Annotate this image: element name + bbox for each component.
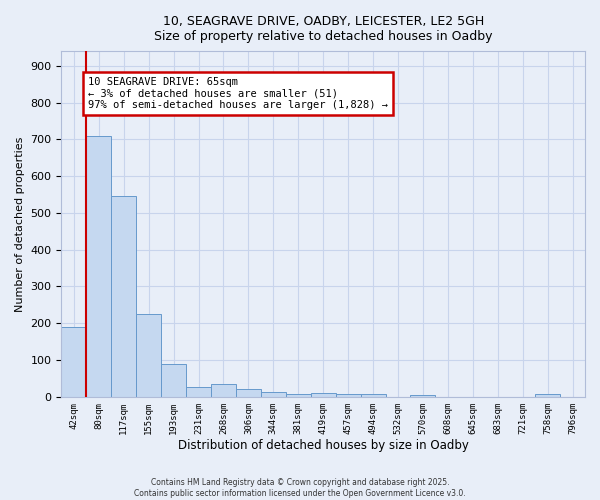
Bar xyxy=(86,136,111,397)
X-axis label: Distribution of detached houses by size in Oadby: Distribution of detached houses by size … xyxy=(178,440,469,452)
Bar xyxy=(535,394,560,397)
Bar xyxy=(286,394,311,397)
Title: 10, SEAGRAVE DRIVE, OADBY, LEICESTER, LE2 5GH
Size of property relative to detac: 10, SEAGRAVE DRIVE, OADBY, LEICESTER, LE… xyxy=(154,15,493,43)
Bar xyxy=(161,364,186,397)
Bar xyxy=(186,387,211,397)
Bar xyxy=(361,394,386,397)
Bar xyxy=(136,314,161,397)
Y-axis label: Number of detached properties: Number of detached properties xyxy=(15,136,25,312)
Bar xyxy=(211,384,236,397)
Bar xyxy=(311,393,335,397)
Bar xyxy=(111,196,136,397)
Bar xyxy=(61,327,86,397)
Bar xyxy=(236,388,261,397)
Bar xyxy=(410,395,436,397)
Bar xyxy=(335,394,361,397)
Text: Contains HM Land Registry data © Crown copyright and database right 2025.
Contai: Contains HM Land Registry data © Crown c… xyxy=(134,478,466,498)
Bar xyxy=(261,392,286,397)
Text: 10 SEAGRAVE DRIVE: 65sqm
← 3% of detached houses are smaller (51)
97% of semi-de: 10 SEAGRAVE DRIVE: 65sqm ← 3% of detache… xyxy=(88,77,388,110)
